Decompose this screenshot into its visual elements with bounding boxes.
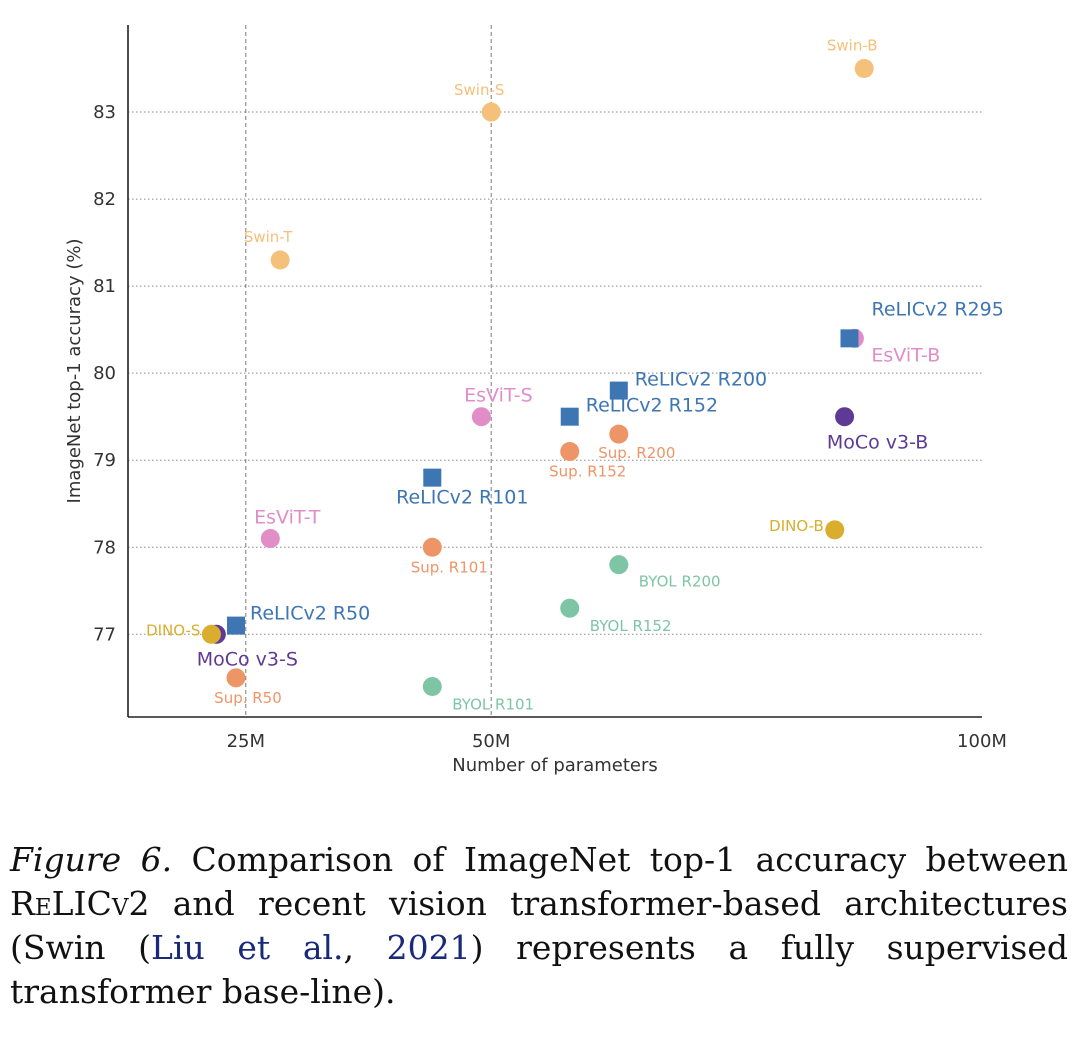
y-tick-label-79: 79 [93, 450, 116, 471]
label-sup-r200: Sup. R200 [598, 444, 675, 462]
label-esvit-t: EsViT-T [254, 507, 321, 529]
point-sup-r200 [609, 424, 629, 444]
point-sup-r50 [226, 668, 246, 688]
citation-authors-link[interactable]: Liu et al. [151, 928, 344, 967]
caption-text-3: ) represents a fully supervised transfor… [10, 928, 1068, 1011]
point-byol-r200 [609, 555, 629, 575]
label-moco-v3-b: MoCo v3-B [827, 432, 929, 454]
point-sup-r152 [560, 442, 580, 462]
x-tick-label-100m: 100M [957, 731, 1007, 752]
point-relicv2-r101 [423, 468, 442, 487]
point-swin-s [481, 102, 501, 122]
point-sup-r101 [422, 537, 442, 557]
y-tick-label-82: 82 [93, 189, 116, 210]
label-relicv2-r152: ReLICv2 R152 [586, 395, 718, 417]
label-sup-r152: Sup. R152 [549, 463, 626, 481]
label-relicv2-r101: ReLICv2 R101 [396, 487, 528, 509]
label-swin-t: Swin-T [244, 228, 293, 246]
point-relicv2-r50 [226, 616, 245, 635]
label-byol-r152: BYOL R152 [590, 617, 672, 635]
point-relicv2-r295 [840, 329, 859, 348]
x-axis-label: Number of parameters [452, 755, 658, 776]
point-dino-b [825, 520, 845, 540]
label-swin-s: Swin-S [454, 81, 504, 99]
x-tick-label-50m: 50M [472, 731, 510, 752]
label-relicv2-r50: ReLICv2 R50 [250, 603, 370, 625]
point-moco-v3-b [835, 407, 855, 427]
point-swin-b [854, 59, 874, 79]
figure-caption: Figure 6. Comparison of ImageNet top-1 a… [10, 838, 1068, 1014]
caption-text-1: Comparison of ImageNet top-1 accuracy be… [172, 840, 1069, 879]
citation-separator: , [343, 928, 387, 967]
point-relicv2-r200 [609, 381, 628, 400]
label-byol-r101: BYOL R101 [452, 696, 534, 714]
label-swin-b: Swin-B [827, 37, 878, 55]
label-esvit-s: EsViT-S [464, 385, 533, 407]
label-relicv2-r200: ReLICv2 R200 [635, 369, 767, 391]
label-moco-v3-s: MoCo v3-S [197, 648, 298, 670]
y-tick-label-77: 77 [93, 624, 116, 645]
axes [127, 25, 982, 718]
tick-labels: 77 78 79 80 81 82 83 25M 50M 100M [93, 102, 1007, 752]
y-tick-label-83: 83 [93, 102, 116, 123]
point-labels: Swin-T Swin-S Swin-B EsViT-T EsViT-S EsViT-B R… [146, 37, 1004, 714]
point-byol-r101 [422, 677, 442, 697]
grid-lines [128, 25, 982, 717]
point-esvit-t [260, 529, 280, 549]
label-sup-r50: Sup. R50 [214, 689, 282, 707]
label-dino-b: DINO-B [769, 517, 824, 535]
point-dino-s [201, 624, 221, 644]
point-byol-r152 [560, 598, 580, 618]
label-esvit-b: EsViT-B [871, 344, 940, 366]
label-dino-s: DINO-S [146, 621, 200, 639]
label-sup-r101: Sup. R101 [411, 558, 488, 576]
point-swin-t [270, 250, 290, 270]
y-tick-label-80: 80 [93, 363, 116, 384]
point-esvit-s [471, 407, 491, 427]
y-axis-label: ImageNet top-1 accuracy (%) [64, 239, 85, 504]
caption-text-2: and recent vision transformer-based arch… [10, 884, 1068, 967]
figure-label: Figure 6. [10, 840, 173, 879]
y-tick-label-78: 78 [93, 537, 116, 558]
label-relicv2-r295: ReLICv2 R295 [871, 298, 1003, 320]
x-tick-label-25m: 25M [227, 731, 265, 752]
label-byol-r200: BYOL R200 [639, 573, 721, 591]
data-points [201, 59, 874, 697]
y-tick-label-81: 81 [93, 276, 116, 297]
point-relicv2-r152 [560, 407, 579, 426]
citation-year-link[interactable]: 2021 [386, 928, 471, 967]
caption-method-name: ReLICv2 [10, 884, 150, 923]
